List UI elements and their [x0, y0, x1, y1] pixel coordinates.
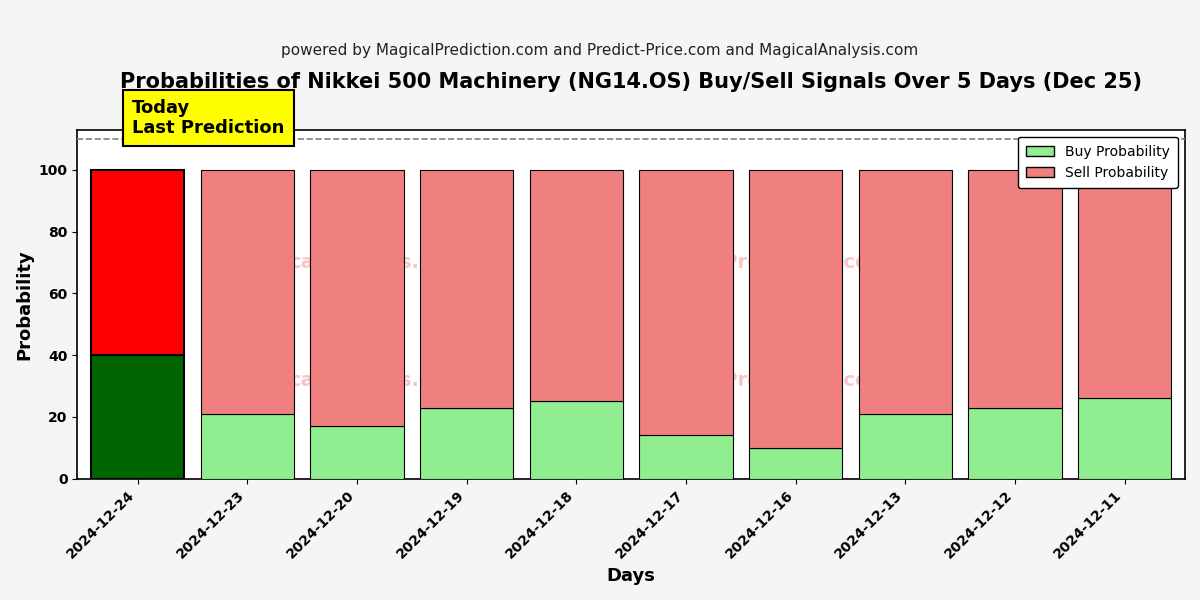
- Bar: [200, 414, 294, 479]
- Bar: [91, 170, 185, 355]
- Bar: [529, 170, 623, 401]
- Bar: [420, 407, 514, 479]
- Legend: Buy Probability, Sell Probability: Buy Probability, Sell Probability: [1018, 137, 1178, 188]
- X-axis label: Days: Days: [607, 567, 655, 585]
- Text: MagicalPrediction.com: MagicalPrediction.com: [640, 253, 889, 272]
- Bar: [200, 170, 294, 414]
- Bar: [640, 436, 732, 479]
- Bar: [529, 401, 623, 479]
- Bar: [1078, 398, 1171, 479]
- Bar: [311, 426, 403, 479]
- Bar: [1078, 170, 1171, 398]
- Bar: [749, 170, 842, 448]
- Text: calAnalysis.com: calAnalysis.com: [289, 253, 464, 272]
- Bar: [859, 414, 952, 479]
- Y-axis label: Probability: Probability: [14, 249, 32, 359]
- Title: Probabilities of Nikkei 500 Machinery (NG14.OS) Buy/Sell Signals Over 5 Days (De: Probabilities of Nikkei 500 Machinery (N…: [120, 72, 1142, 92]
- Text: Today
Last Prediction: Today Last Prediction: [132, 98, 284, 137]
- Bar: [640, 170, 732, 436]
- Bar: [968, 170, 1062, 407]
- Bar: [420, 170, 514, 407]
- Bar: [968, 407, 1062, 479]
- Text: powered by MagicalPrediction.com and Predict-Price.com and MagicalAnalysis.com: powered by MagicalPrediction.com and Pre…: [281, 43, 919, 58]
- Bar: [91, 355, 185, 479]
- Text: MagicalPrediction.com: MagicalPrediction.com: [640, 371, 889, 391]
- Bar: [749, 448, 842, 479]
- Text: calAnalysis.com: calAnalysis.com: [289, 371, 464, 391]
- Bar: [311, 170, 403, 426]
- Bar: [859, 170, 952, 414]
